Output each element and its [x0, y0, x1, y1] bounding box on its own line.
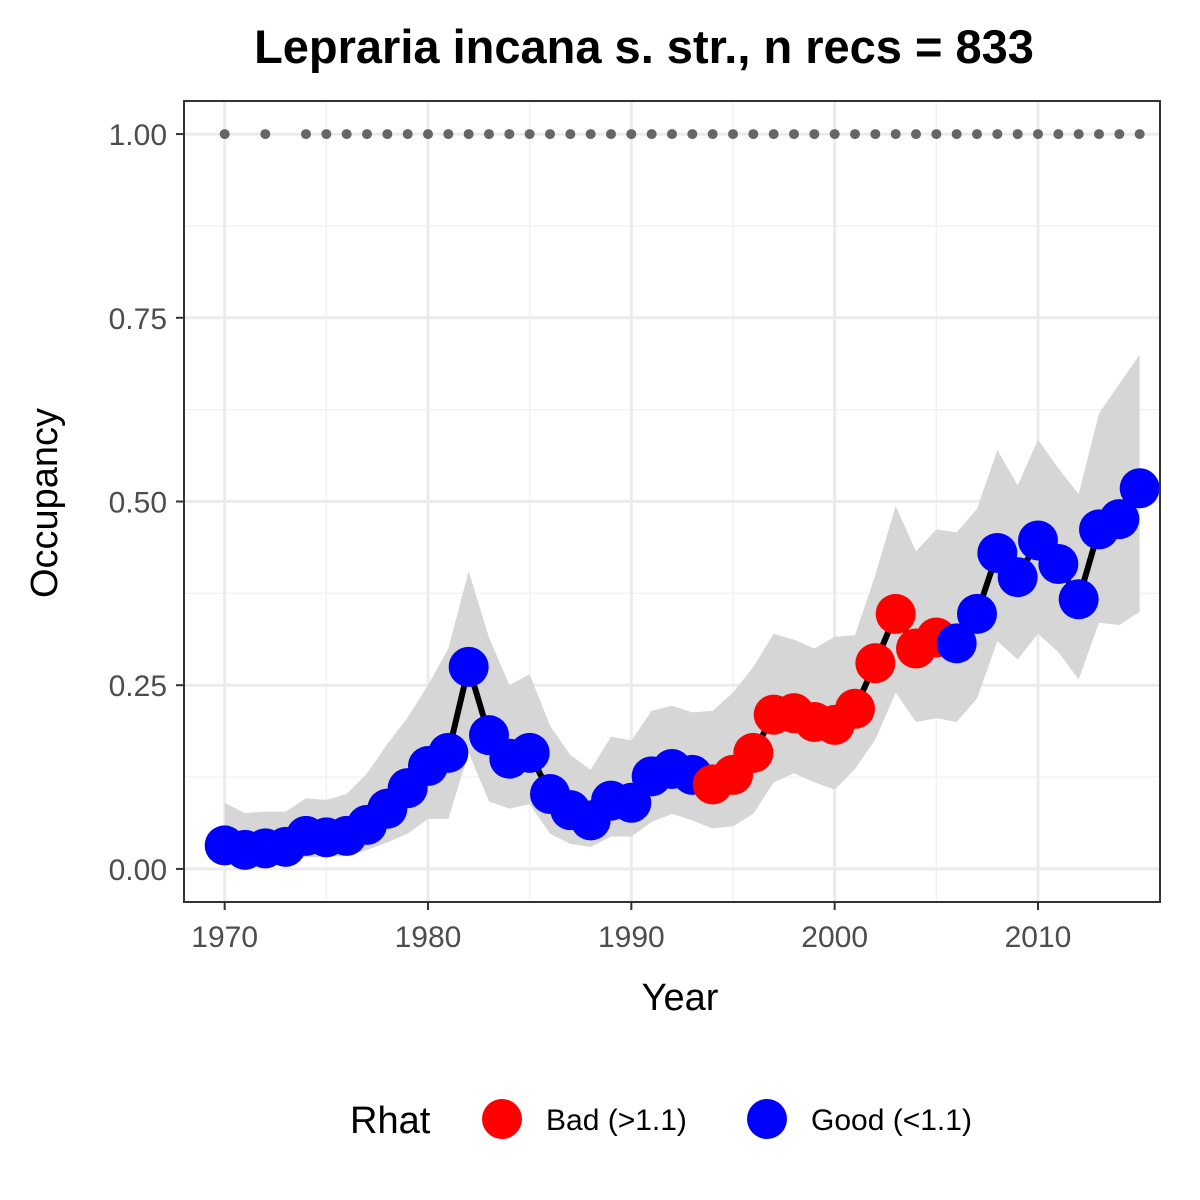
record-dot-1996: [748, 129, 759, 140]
record-dot-1993: [687, 129, 698, 140]
occupancy-point-2012: [1058, 579, 1099, 620]
occupancy-point-2003: [875, 593, 916, 634]
y-tick-label: 0.00: [109, 854, 167, 887]
record-dot-2005: [931, 129, 942, 140]
occupancy-point-2006: [936, 623, 977, 664]
y-tick-label: 0.75: [109, 303, 167, 336]
record-dot-1981: [443, 129, 454, 140]
x-axis: 1970 1980 1990 2000 2010: [191, 902, 1071, 954]
record-dot-1975: [321, 129, 332, 140]
y-axis-title: Occupancy: [24, 408, 66, 598]
record-dot-1986: [545, 129, 555, 140]
record-dot-1980: [423, 129, 433, 140]
record-dot-2007: [972, 129, 982, 140]
record-dot-1970: [219, 129, 230, 140]
record-dot-1987: [565, 129, 576, 140]
record-dot-1998: [789, 129, 799, 140]
record-dot-2015: [1134, 129, 1145, 140]
record-dot-1997: [768, 129, 779, 140]
legend: Rhat Bad (>1.1) Good (<1.1): [350, 1099, 972, 1142]
record-dot-1988: [585, 129, 596, 140]
occupancy-point-2011: [1038, 543, 1079, 584]
legend-key-bad: [482, 1099, 522, 1139]
record-dot-2010: [1033, 129, 1043, 140]
x-axis-title: Year: [642, 977, 719, 1019]
x-tick-label: 1980: [395, 921, 462, 954]
record-dot-2001: [850, 129, 860, 140]
occupancy-point-1996: [733, 732, 774, 773]
record-dot-1985: [524, 129, 535, 140]
record-dot-1978: [382, 129, 393, 140]
record-dot-2009: [1012, 129, 1023, 140]
record-dot-1974: [301, 129, 311, 140]
y-tick-label: 1.00: [109, 119, 167, 152]
occupancy-point-2009: [997, 557, 1038, 598]
occupancy-point-2002: [855, 643, 896, 684]
x-tick-label: 1990: [598, 921, 665, 954]
record-dot-2012: [1073, 129, 1084, 140]
record-dot-2000: [829, 129, 840, 140]
legend-label-bad: Bad (>1.1): [546, 1104, 687, 1137]
record-dot-1992: [667, 129, 677, 140]
record-dot-1995: [728, 129, 738, 140]
occupancy-point-1985: [509, 732, 550, 773]
record-dot-2004: [911, 129, 921, 140]
occupancy-point-2015: [1119, 468, 1160, 509]
record-dot-1979: [402, 129, 413, 140]
record-dot-1990: [626, 129, 637, 140]
chart-title: Lepraria incana s. str., n recs = 833: [254, 20, 1034, 73]
record-dot-1999: [809, 129, 820, 140]
x-tick-label: 2000: [801, 921, 868, 954]
legend-key-good: [747, 1099, 787, 1139]
legend-label-good: Good (<1.1): [811, 1104, 972, 1137]
x-tick-label: 1970: [191, 921, 258, 954]
y-tick-label: 0.50: [109, 487, 167, 520]
record-dot-1976: [341, 129, 352, 140]
record-year-dots: [219, 129, 1145, 140]
record-dot-2002: [870, 129, 881, 140]
record-dot-1984: [504, 129, 515, 140]
record-dot-2011: [1053, 129, 1064, 140]
record-dot-2008: [992, 129, 1003, 140]
record-dot-1983: [484, 129, 494, 140]
occupancy-point-1982: [448, 646, 489, 687]
y-axis: 0.00 0.25 0.50 0.75 1.00: [109, 119, 184, 887]
occupancy-point-1981: [428, 732, 469, 773]
record-dot-2003: [890, 129, 901, 140]
occupancy-point-2014: [1099, 499, 1140, 540]
record-dot-1982: [463, 129, 474, 140]
record-dot-2014: [1114, 129, 1125, 140]
x-tick-label: 2010: [1005, 921, 1072, 954]
record-dot-1994: [707, 129, 718, 140]
record-dot-1989: [606, 129, 616, 140]
occupancy-points: [204, 468, 1160, 870]
occupancy-point-2001: [835, 688, 875, 729]
record-dot-1977: [362, 129, 372, 140]
y-tick-label: 0.25: [109, 670, 167, 703]
record-dot-1991: [646, 129, 657, 140]
record-dot-2006: [951, 129, 962, 140]
occupancy-point-2007: [957, 593, 997, 634]
record-dot-2013: [1094, 129, 1104, 140]
record-dot-1972: [260, 129, 271, 140]
legend-title: Rhat: [350, 1100, 431, 1142]
